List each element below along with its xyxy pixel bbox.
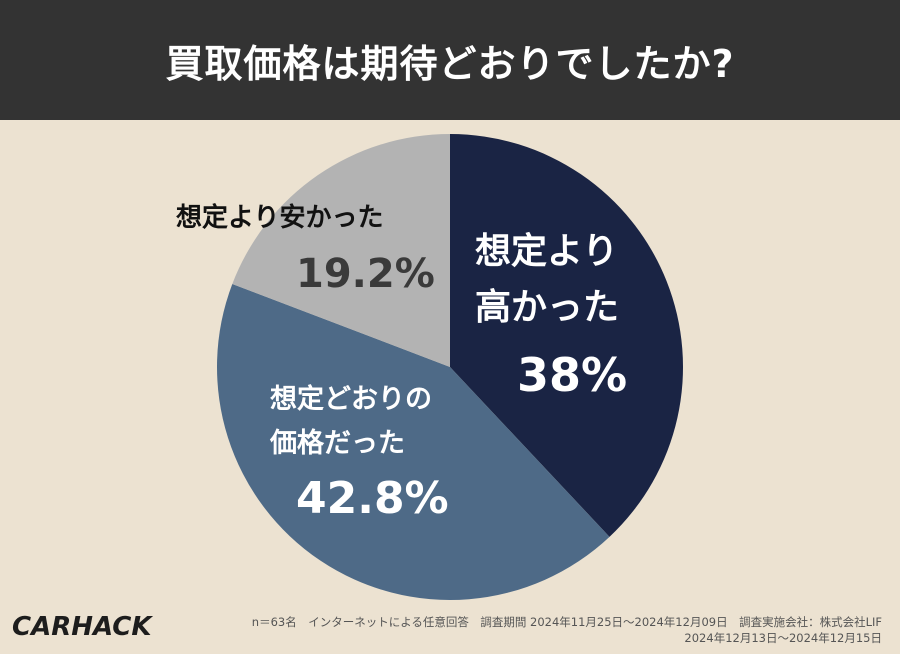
label-as-expected-line2: 価格だった [270, 428, 405, 459]
label-lower-line1: 想定より安かった [176, 203, 384, 233]
survey-note-line1: n＝63名 インターネットによる任意回答 調査期間 2024年11月25日～20… [251, 615, 882, 629]
label-lower: 想定より安かった 19.2% [176, 202, 435, 300]
label-higher-line2: 高かった [475, 287, 620, 328]
pie-slice-as-expected [217, 283, 610, 600]
pie-chart-svg [217, 134, 683, 600]
label-lower-percent: 19.2% [296, 250, 435, 297]
label-higher-percent: 38% [517, 348, 628, 402]
survey-note-line2: 2024年12月13日～2024年12月15日 [684, 631, 882, 645]
label-as-expected: 想定どおりの 価格だった 42.8% [270, 378, 449, 527]
pie-slice-lower [232, 134, 450, 367]
label-higher: 想定より 高かった 38% [475, 224, 627, 406]
footer: CARHACK n＝63名 インターネットによる任意回答 調査期間 2024年1… [0, 610, 900, 654]
pie-slice-higher [450, 134, 683, 537]
label-as-expected-percent: 42.8% [296, 473, 449, 524]
label-as-expected-line1: 想定どおりの [270, 384, 432, 415]
pie-chart: 想定より 高かった 38% 想定どおりの 価格だった 42.8% 想定より安かっ… [0, 120, 900, 610]
page-title: 買取価格は期待どおりでしたか? [165, 41, 735, 86]
header-bar: 買取価格は期待どおりでしたか? [0, 0, 900, 120]
survey-note: n＝63名 インターネットによる任意回答 調査期間 2024年11月25日～20… [152, 614, 882, 646]
carhack-logo: CARHACK [12, 612, 152, 642]
label-higher-line1: 想定より [475, 231, 619, 272]
